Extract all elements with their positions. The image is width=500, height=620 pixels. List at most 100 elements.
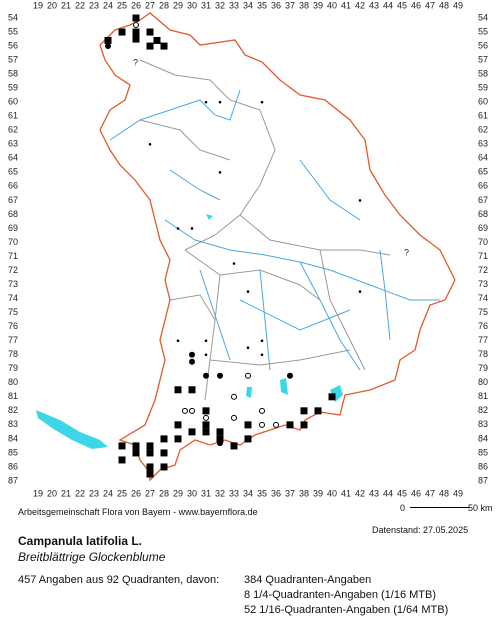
column-label: 19: [33, 0, 43, 10]
occurrence-dot: [217, 372, 223, 379]
column-label: 32: [215, 488, 225, 498]
occurrence-square: [118, 456, 126, 464]
occurrence-small: [204, 353, 208, 357]
row-label: 83: [8, 419, 18, 429]
row-label: 72: [8, 265, 18, 275]
occurrence-dot: [189, 351, 195, 358]
column-label: 21: [61, 488, 71, 498]
column-label: 26: [131, 0, 141, 10]
occurrence-square: [118, 442, 126, 450]
row-label: 76: [478, 321, 488, 331]
row-label: 75: [8, 307, 18, 317]
column-label: 42: [355, 0, 365, 10]
column-label: 37: [285, 0, 295, 10]
row-label: 82: [8, 405, 18, 415]
occurrence-small: [218, 171, 222, 174]
occurrence-open: [245, 372, 251, 379]
column-label: 21: [61, 0, 71, 10]
row-label: 60: [478, 97, 488, 107]
column-label: 30: [187, 488, 197, 498]
occurrence-dot: [203, 372, 209, 379]
column-label: 41: [341, 488, 351, 498]
row-label: 56: [478, 40, 488, 50]
column-label: 42: [355, 488, 365, 498]
row-label: 71: [8, 251, 18, 261]
occurrence-square: [244, 421, 252, 429]
row-label: 67: [8, 195, 18, 205]
row-label: 78: [478, 349, 488, 359]
column-label: 48: [439, 488, 449, 498]
occurrence-square: [174, 386, 182, 394]
summary-item: 8 1/4-Quadranten-Angaben (1/16 MTB): [244, 589, 437, 601]
row-label: 65: [478, 167, 488, 177]
column-label: 31: [201, 488, 211, 498]
row-label: 83: [478, 419, 488, 429]
occurrence-small: [190, 227, 194, 230]
row-label: 85: [8, 447, 18, 457]
map: ? ? 19 19 20 20 21 21 22 22 23 23 24 24 25 25 26 26 27 27…: [8, 0, 488, 498]
column-label: 22: [75, 0, 85, 10]
occurrence-square: [132, 449, 140, 457]
column-label: 34: [243, 0, 253, 10]
occurrence-square: [132, 14, 140, 22]
row-label: 57: [478, 54, 488, 64]
row-label: 59: [8, 83, 18, 93]
occurrence-square: [132, 28, 140, 36]
uncertain-marker: ?: [404, 247, 409, 257]
row-label: 54: [8, 12, 18, 22]
occurrence-open: [259, 421, 265, 428]
occurrence-square: [146, 463, 154, 471]
occurrence-square: [160, 463, 168, 471]
column-label: 38: [299, 488, 309, 498]
row-label: 66: [478, 181, 488, 191]
occurrence-small: [246, 290, 250, 293]
column-label: 33: [229, 488, 239, 498]
lake: [206, 214, 213, 220]
row-label: 67: [478, 195, 488, 205]
occurrence-open: [231, 393, 237, 400]
row-label: 78: [8, 349, 18, 359]
column-label: 27: [145, 0, 155, 10]
occurrence-small: [260, 339, 264, 342]
occurrence-open: [259, 407, 265, 414]
occurrence-square: [153, 36, 161, 44]
occurrence-dot: [217, 440, 223, 447]
row-label: 81: [478, 391, 488, 401]
column-label: 34: [243, 488, 253, 498]
row-label: 73: [8, 279, 18, 289]
occurrence-small: [358, 199, 362, 202]
occurrence-square: [202, 428, 210, 436]
row-label: 54: [478, 12, 488, 22]
occurrence-dot: [287, 372, 293, 379]
occurrence-open: [189, 407, 195, 414]
column-label: 20: [47, 0, 57, 10]
column-label: 28: [159, 0, 169, 10]
row-label: 62: [478, 125, 488, 135]
date: Datenstand: 27.05.2025: [372, 525, 469, 535]
column-label: 47: [425, 488, 435, 498]
occurrence-square: [160, 42, 168, 50]
occurrence-small: [246, 346, 250, 350]
column-label: 40: [327, 488, 337, 498]
row-label: 74: [478, 293, 488, 303]
occurrence-square: [286, 421, 294, 429]
row-label: 56: [8, 40, 18, 50]
row-label: 75: [478, 307, 488, 317]
lake: [280, 378, 288, 395]
column-label: 31: [201, 0, 211, 10]
occurrence-open: [182, 407, 188, 414]
lake: [246, 387, 252, 398]
occurrence-square: [118, 28, 126, 36]
column-label: 49: [453, 488, 463, 498]
column-label: 24: [103, 0, 113, 10]
occurrence-square: [244, 435, 252, 443]
scale-bar: [410, 505, 470, 508]
column-label: 45: [397, 488, 407, 498]
column-label: 37: [285, 488, 295, 498]
occurrence-square: [146, 449, 154, 457]
row-label: 82: [478, 405, 488, 415]
row-label: 87: [478, 475, 488, 485]
occurrence-small: [232, 262, 236, 265]
column-label: 43: [369, 488, 379, 498]
row-label: 77: [8, 335, 18, 345]
